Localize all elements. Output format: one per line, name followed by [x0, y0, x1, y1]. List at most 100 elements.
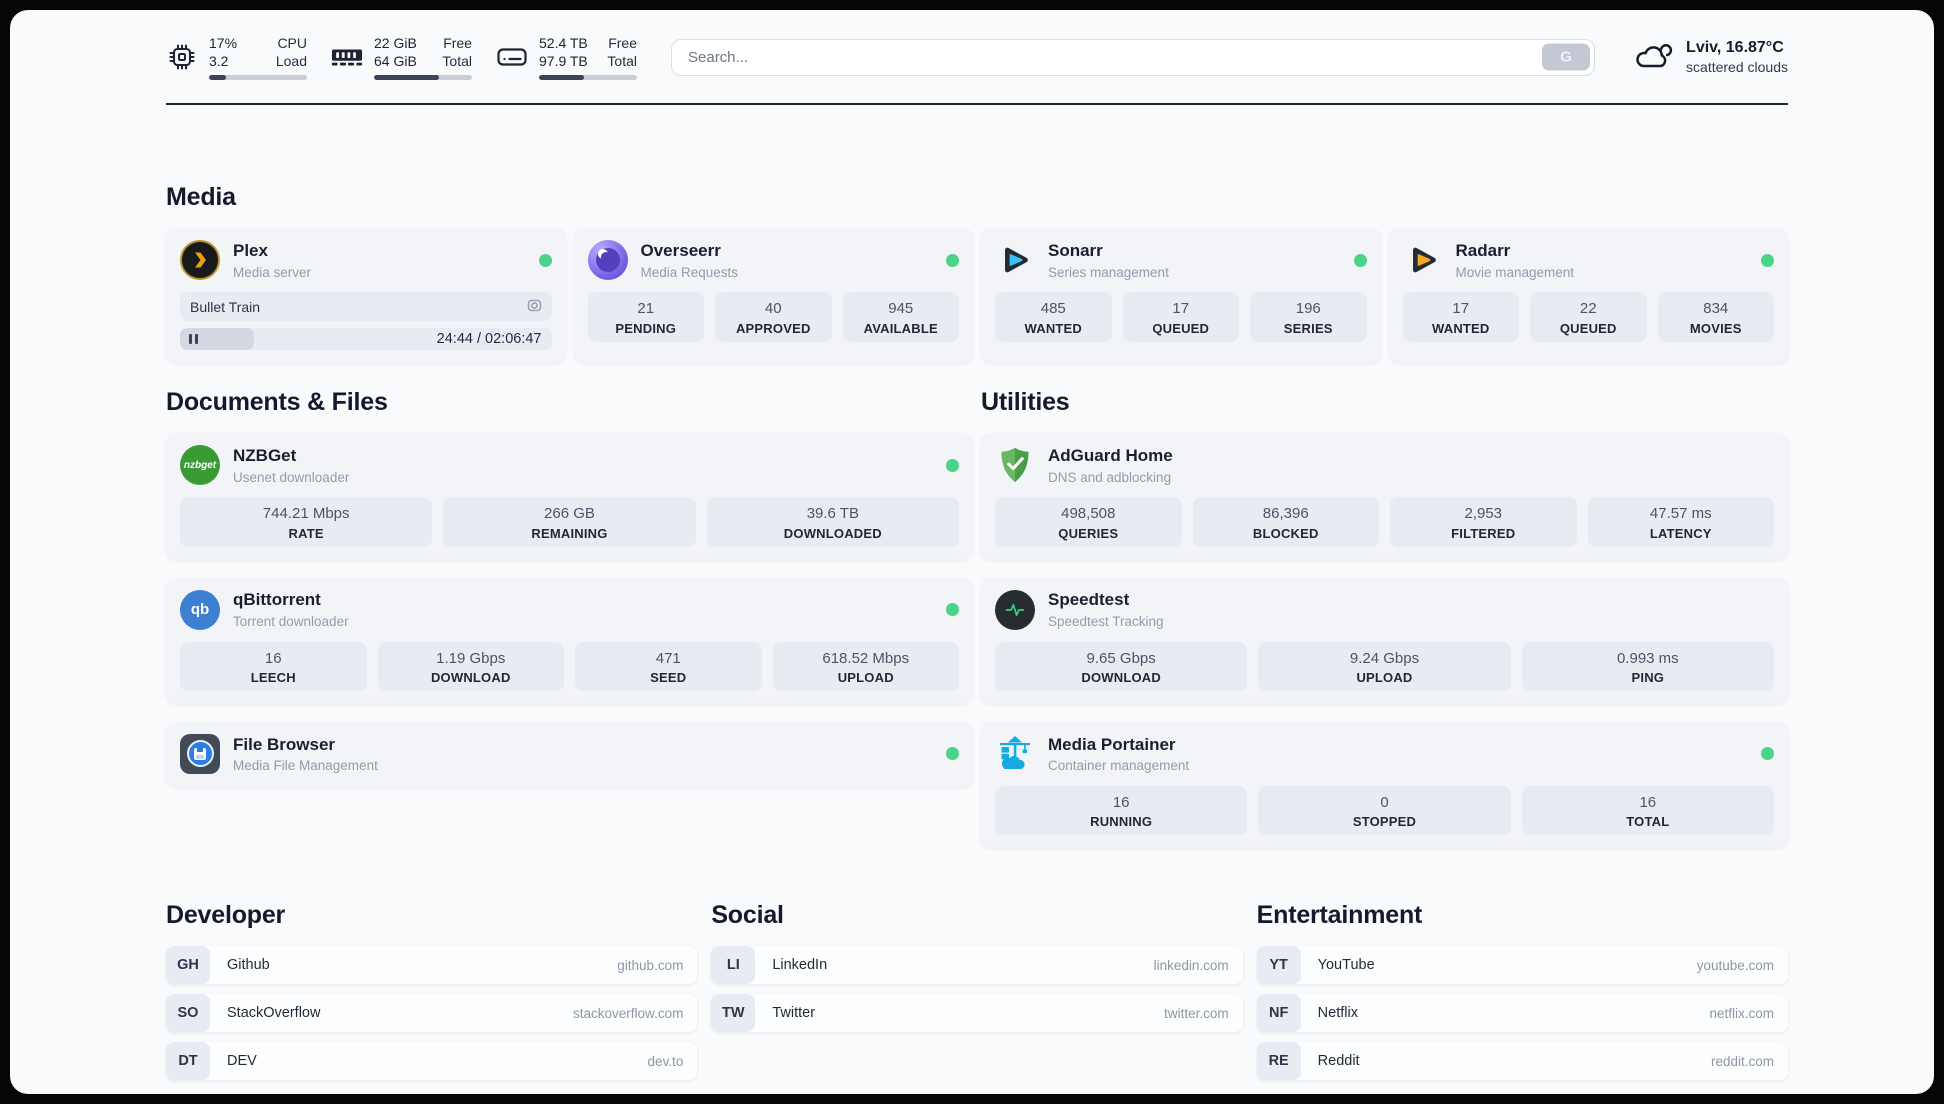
playback-progress-fill — [180, 328, 255, 351]
app-card-sonarr[interactable]: Sonarr Series management 485 WANTED 17 QUE… — [981, 228, 1381, 363]
bookmark-tag: SO — [166, 994, 210, 1033]
bookmark-name: Reddit — [1317, 1053, 1360, 1070]
playback-time: 24:44 / 02:06:47 — [436, 331, 542, 348]
stat-tile: 471 SEED — [575, 641, 762, 691]
search-box: G — [671, 38, 1596, 76]
bookmark-name: Netflix — [1317, 1005, 1358, 1022]
memory-icon — [331, 41, 363, 73]
bookmark-name: YouTube — [1317, 957, 1375, 974]
stat-tile: 16 LEECH — [180, 641, 367, 691]
now-playing-bar: Bullet Train — [180, 292, 552, 322]
stat-tile: 2,953 FILTERED — [1390, 497, 1577, 547]
bookmark-twitter[interactable]: TW Twitter twitter.com — [711, 994, 1243, 1033]
stat-tile: 22 QUEUED — [1530, 292, 1647, 342]
app-card-radarr[interactable]: Radarr Movie management 17 WANTED 22 QUEUE… — [1388, 228, 1788, 363]
filebrowser-icon — [180, 733, 220, 774]
stat-tile: 744.21 Mbps RATE — [180, 497, 433, 547]
disk-values: 52.4 TB 97.9 TB — [539, 35, 588, 70]
search-input[interactable] — [671, 38, 1596, 76]
status-dot-online — [538, 253, 552, 267]
status-dot-online — [946, 603, 959, 617]
app-description: Media server — [233, 264, 312, 280]
app-card-overseerr[interactable]: Overseerr Media Requests 21 PENDING 40 APP… — [573, 228, 973, 363]
bookmark-name: Twitter — [772, 1005, 816, 1022]
stat-tile: 485 WANTED — [995, 292, 1112, 342]
section-media: Media Plex Media server — [166, 183, 1788, 363]
status-dot-online — [1761, 747, 1774, 761]
section-title-utilities: Utilities — [981, 388, 1070, 417]
app-description: Torrent downloader — [233, 613, 349, 629]
bookmark-linkedin[interactable]: LI LinkedIn linkedin.com — [711, 946, 1243, 985]
app-name: Sonarr — [1048, 241, 1103, 261]
app-description: DNS and adblocking — [1048, 469, 1172, 485]
status-dot-online — [946, 458, 959, 472]
bookmark-name: DEV — [227, 1053, 257, 1070]
app-name: Media Portainer — [1048, 734, 1176, 754]
stat-tile: 1.19 Gbps DOWNLOAD — [377, 641, 564, 691]
stat-tile: 86,396 BLOCKED — [1192, 497, 1379, 547]
app-card-plex[interactable]: Plex Media server Bullet Train — [166, 228, 566, 363]
bookmark-reddit[interactable]: RE Reddit reddit.com — [1256, 1042, 1788, 1081]
bookmark-tag: GH — [166, 946, 210, 985]
search-engine-button[interactable]: G — [1542, 43, 1591, 71]
app-card-qbittorrent[interactable]: qb qBittorrent Torrent downloader 16 LEEC… — [166, 577, 973, 703]
app-description: Usenet downloader — [233, 469, 350, 485]
stat-tile: 9.24 Gbps UPLOAD — [1258, 641, 1511, 691]
nzbget-icon: nzbget — [180, 445, 220, 486]
app-card-speedtest[interactable]: Speedtest Speedtest Tracking 9.65 Gbps DO… — [981, 577, 1788, 703]
stat-tile: 40 APPROVED — [715, 292, 832, 342]
app-description: Speedtest Tracking — [1048, 613, 1164, 629]
section-title-documents: Documents & Files — [166, 388, 388, 417]
sonarr-icon — [995, 240, 1035, 280]
stat-tile: 47.57 ms LATENCY — [1587, 497, 1774, 547]
bookmark-stackoverflow[interactable]: SO StackOverflow stackoverflow.com — [166, 994, 698, 1033]
section-documents: Documents & Files nzbget NZBGet Usenet d… — [166, 388, 973, 847]
plex-icon — [180, 240, 220, 281]
memory-labels: Free Total — [442, 35, 472, 70]
cpu-stat: 17% 3.2 CPU Load — [166, 34, 307, 81]
status-dot-online — [946, 253, 959, 267]
app-card-filebrowser[interactable]: File Browser Media File Management — [166, 721, 973, 786]
app-card-adguard[interactable]: AdGuard Home DNS and adblocking 498,508 Q… — [981, 433, 1788, 559]
status-dot-online — [1353, 253, 1367, 267]
bookmark-url: stackoverflow.com — [573, 1005, 684, 1021]
stat-tile: 21 PENDING — [587, 292, 704, 342]
adguard-icon — [995, 445, 1035, 485]
bookmark-dev[interactable]: DT DEV dev.to — [166, 1042, 698, 1081]
stat-tile: 618.52 Mbps UPLOAD — [772, 641, 959, 691]
app-name: qBittorrent — [233, 590, 321, 610]
app-name: Overseerr — [640, 241, 721, 261]
qbittorrent-icon: qb — [180, 589, 220, 630]
bookmark-name: LinkedIn — [772, 957, 828, 974]
disk-progress-bar — [539, 75, 637, 81]
bookmark-url: dev.to — [647, 1053, 684, 1069]
weather-location-temp: Lviv, 16.87°C — [1686, 38, 1784, 56]
playback-progress-bar[interactable]: 24:44 / 02:06:47 — [180, 328, 552, 351]
bookmark-tag: RE — [1256, 1042, 1301, 1081]
bookmark-url: youtube.com — [1696, 957, 1774, 973]
stat-tile: 196 SERIES — [1250, 292, 1367, 342]
app-name: File Browser — [233, 734, 336, 754]
app-name: Radarr — [1455, 241, 1511, 261]
pause-icon — [189, 334, 192, 345]
section-entertainment: Entertainment YT YouTube youtube.com NF … — [1256, 901, 1788, 1081]
bookmark-github[interactable]: GH Github github.com — [166, 946, 698, 985]
section-title-media: Media — [166, 183, 236, 212]
bookmark-netflix[interactable]: NF Netflix netflix.com — [1256, 994, 1788, 1033]
stat-tile: 834 MOVIES — [1657, 292, 1774, 342]
app-name: Plex — [233, 241, 268, 261]
app-card-portainer[interactable]: Media Portainer Container management 16 R… — [981, 721, 1788, 848]
stat-tile: 945 AVAILABLE — [842, 292, 959, 342]
radarr-icon — [1403, 240, 1443, 280]
stat-tile: 0 STOPPED — [1258, 785, 1511, 836]
memory-progress-bar — [374, 75, 472, 81]
app-description: Media Requests — [640, 264, 739, 280]
app-card-nzbget[interactable]: nzbget NZBGet Usenet downloader 744.21 M… — [166, 433, 973, 559]
status-dot-online — [946, 747, 959, 761]
stat-tile: 17 QUEUED — [1122, 292, 1239, 342]
bookmark-youtube[interactable]: YT YouTube youtube.com — [1256, 946, 1788, 985]
bookmark-tag: YT — [1256, 946, 1301, 985]
bookmark-tag: LI — [711, 946, 756, 985]
bookmark-name: Github — [227, 957, 270, 974]
bookmark-tag: DT — [166, 1042, 210, 1081]
